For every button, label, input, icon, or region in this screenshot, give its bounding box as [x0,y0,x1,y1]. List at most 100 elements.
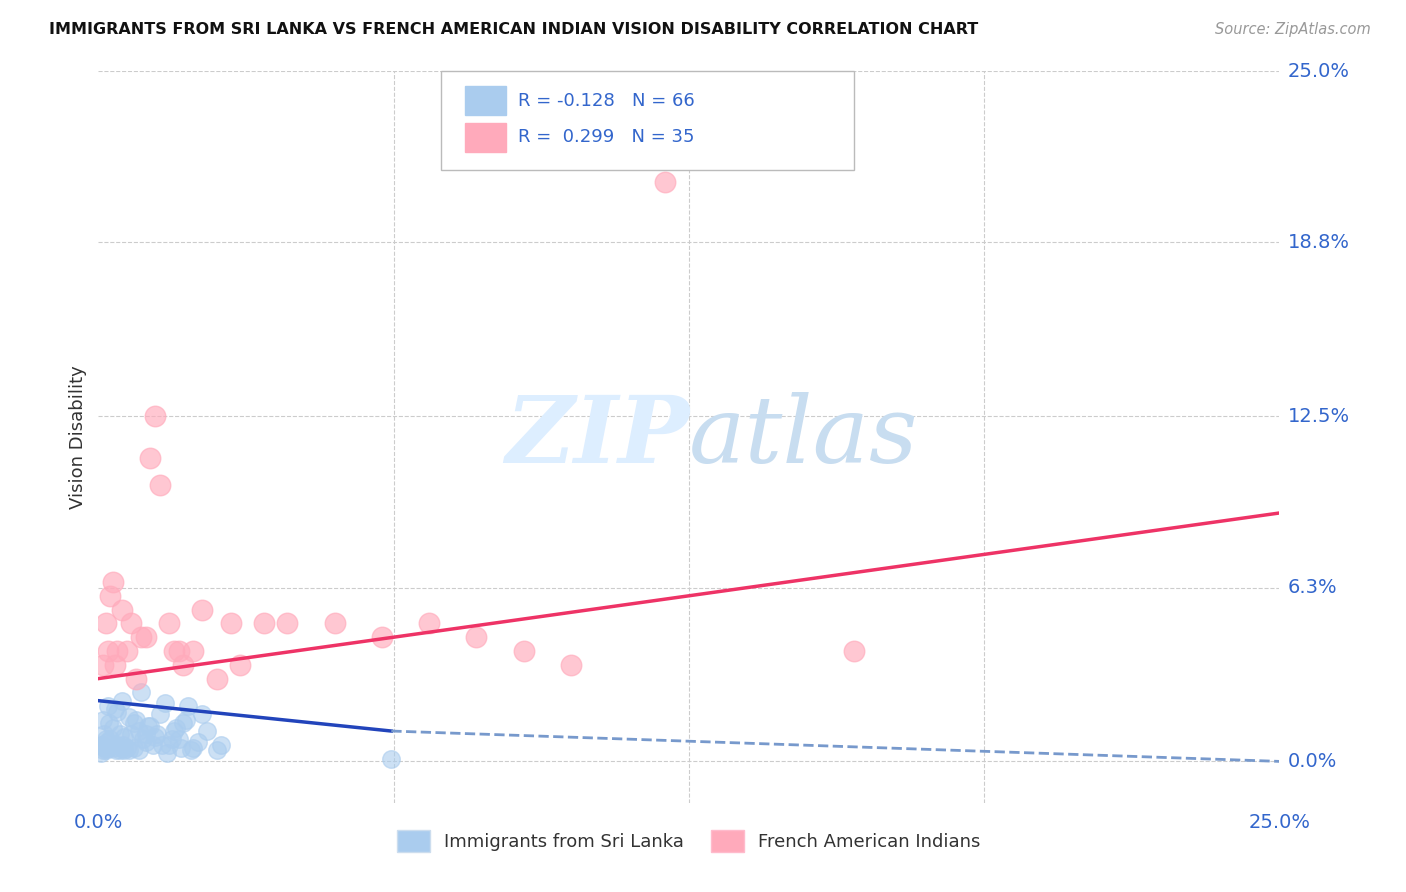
Point [94,743,117,757]
Point [276,616,298,631]
Text: 25.0%: 25.0% [1288,62,1350,81]
Point [418,616,440,631]
FancyBboxPatch shape [441,71,855,170]
Point [98,732,121,747]
Point [205,743,228,757]
Y-axis label: Vision Disability: Vision Disability [69,365,87,509]
Point [191,602,214,616]
Point [143,730,166,744]
Point [136,718,159,732]
Point [163,644,186,658]
Point [111,740,134,755]
Point [105,743,128,757]
Point [205,672,228,686]
FancyBboxPatch shape [464,86,506,115]
Point [112,743,135,757]
Point [149,478,172,492]
Point [122,740,145,755]
Point [219,616,242,631]
Point [91,743,114,757]
Point [118,743,141,757]
Point [111,738,134,752]
Point [115,740,138,755]
Point [108,727,131,741]
Point [371,630,394,644]
Point [253,616,276,631]
Point [195,724,218,739]
Text: 12.5%: 12.5% [1288,407,1350,425]
Point [170,740,193,755]
Point [167,644,190,658]
Point [115,644,138,658]
Point [98,589,121,603]
Text: Source: ZipAtlas.com: Source: ZipAtlas.com [1215,22,1371,37]
Point [97,644,120,658]
Point [93,727,115,741]
Point [187,735,209,749]
Point [654,175,676,189]
Point [121,616,143,631]
Point [91,657,114,672]
Point [165,721,187,735]
Point [97,699,120,714]
Point [181,644,204,658]
Point [380,751,402,765]
Point [512,644,534,658]
Point [111,602,134,616]
Point [142,738,165,752]
Point [90,746,112,760]
Point [323,616,346,631]
Point [94,732,117,747]
Legend: Immigrants from Sri Lanka, French American Indians: Immigrants from Sri Lanka, French Americ… [389,823,988,860]
Point [128,724,150,739]
Point [97,715,120,730]
Point [111,694,134,708]
Point [91,738,114,752]
Point [160,732,183,747]
Point [118,710,141,724]
Point [209,738,232,752]
Text: R = -0.128   N = 66: R = -0.128 N = 66 [517,92,695,110]
Point [101,721,124,735]
Point [128,743,150,757]
Point [105,644,128,658]
Point [135,735,157,749]
Point [180,743,202,757]
Text: 0.0%: 0.0% [1288,752,1337,771]
Point [105,705,128,719]
Point [135,727,157,741]
Point [153,697,176,711]
Point [143,409,166,424]
Point [97,740,120,755]
Text: ZIP: ZIP [505,392,689,482]
Text: R =  0.299   N = 35: R = 0.299 N = 35 [517,128,695,146]
Text: 18.8%: 18.8% [1288,233,1350,252]
Point [135,630,157,644]
Point [101,574,124,589]
Point [93,740,115,755]
Point [91,713,114,727]
Point [121,727,143,741]
Point [191,707,214,722]
Point [172,657,194,672]
Point [560,657,582,672]
Point [94,616,117,631]
Point [112,730,135,744]
Point [146,727,169,741]
Point [229,657,252,672]
Point [167,732,190,747]
Point [101,740,124,755]
Point [157,616,180,631]
Point [172,715,194,730]
Point [132,732,155,747]
Point [163,724,186,739]
Text: 6.3%: 6.3% [1288,578,1337,597]
Point [129,685,152,699]
Point [96,735,118,749]
Point [125,713,148,727]
Point [150,738,173,752]
Point [104,702,127,716]
Point [174,713,197,727]
Point [108,743,131,757]
Point [465,630,488,644]
